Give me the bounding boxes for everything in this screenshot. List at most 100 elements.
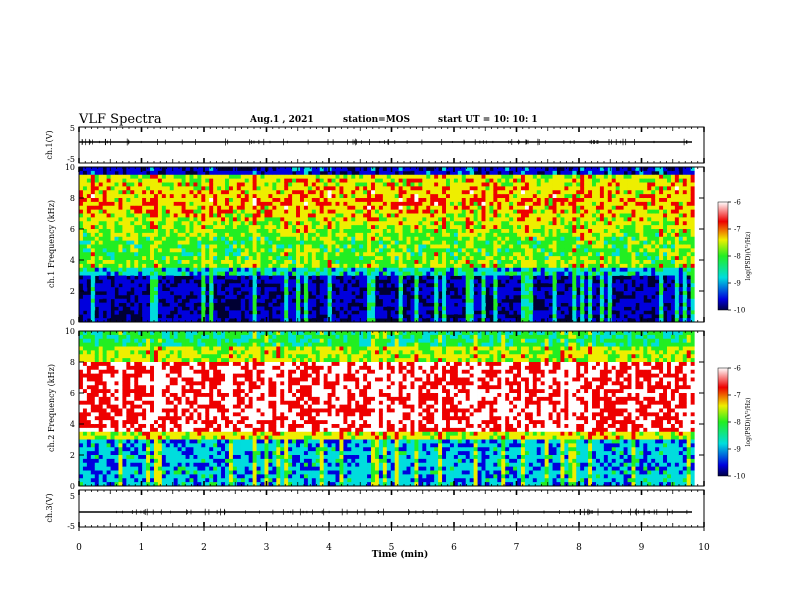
- spectrogram-cell: [442, 229, 447, 234]
- spectrogram-cell: [79, 190, 84, 195]
- spectrogram-cell: [520, 291, 526, 296]
- spectrogram-cell: [292, 267, 297, 273]
- spectrogram-cell: [327, 178, 332, 183]
- spectrogram-cell: [438, 198, 443, 203]
- spectrogram-cell: [485, 232, 490, 238]
- spectrogram-cell: [79, 178, 84, 183]
- spectrogram-cell: [394, 174, 400, 180]
- spectrogram-cell: [584, 229, 589, 234]
- spectrogram-cell: [382, 236, 388, 242]
- spectrogram-cell: [438, 205, 443, 211]
- spectrogram-cell: [501, 182, 506, 187]
- spectrogram-cell: [264, 178, 269, 183]
- spectrogram-cell: [303, 263, 309, 269]
- spectrogram-cell: [457, 167, 463, 172]
- spectrogram-cell: [260, 217, 265, 222]
- spectrogram-cell: [323, 306, 329, 311]
- spectrogram-cell: [410, 283, 415, 288]
- spectrogram-cell: [359, 205, 364, 211]
- spectrogram-cell: [276, 201, 281, 207]
- spectrogram-cell: [371, 198, 376, 203]
- spectrogram-cell: [501, 318, 506, 323]
- spectrogram-cell: [564, 167, 569, 172]
- spectrogram-cell: [264, 182, 269, 187]
- spectrogram-cell: [524, 314, 530, 319]
- spectrogram-cell: [292, 209, 297, 214]
- spectrogram-cell: [595, 283, 601, 288]
- spectrogram-cell: [426, 279, 431, 284]
- spectrogram-cell: [374, 267, 380, 273]
- spectrogram-cell: [323, 205, 329, 211]
- spectrogram-cell: [540, 229, 546, 234]
- spectrogram-cell: [185, 291, 190, 296]
- spectrogram-cell: [327, 294, 332, 300]
- spectrogram-cell: [544, 198, 550, 203]
- spectrogram-cell: [181, 240, 186, 245]
- spectrogram-cell: [209, 314, 214, 319]
- spectrogram-cell: [595, 167, 601, 172]
- spectrogram-cell: [438, 263, 443, 269]
- spectrogram-cell: [165, 225, 171, 230]
- spectrogram-cell: [134, 174, 139, 180]
- spectrogram-cell: [517, 170, 522, 176]
- spectrogram-cell: [374, 256, 380, 261]
- spectrogram-cell: [146, 201, 151, 207]
- spectrogram-cell: [256, 252, 261, 257]
- spectrogram-cell: [430, 213, 435, 218]
- spectrogram-cell: [374, 252, 380, 257]
- spectrogram-cell: [564, 279, 569, 284]
- spectrogram-cell: [378, 174, 384, 180]
- spectrogram-cell: [513, 178, 518, 183]
- spectrogram-cell: [264, 256, 269, 261]
- spectrogram-cell: [394, 186, 400, 191]
- spectrogram-cell: [426, 248, 431, 253]
- spectrogram-cell: [284, 232, 289, 238]
- spectrogram-cell: [307, 186, 313, 191]
- spectrogram-cell: [248, 198, 254, 203]
- spectrogram-cell: [611, 205, 617, 211]
- spectrogram-cell: [161, 236, 167, 242]
- spectrogram-cell: [209, 260, 214, 265]
- spectrogram-cell: [398, 260, 403, 265]
- spectrogram-cell: [513, 306, 518, 311]
- spectrogram-cell: [394, 221, 400, 226]
- spectrogram-cell: [311, 267, 317, 273]
- spectrogram-cell: [118, 217, 123, 222]
- spectrogram-cell: [469, 232, 475, 238]
- spectrogram-cell: [446, 271, 451, 276]
- spectrogram-cell: [130, 310, 135, 315]
- spectrogram-cell: [106, 256, 111, 261]
- spectrogram-cell: [572, 318, 577, 323]
- spectrogram-cell: [90, 291, 96, 296]
- spectrogram-cell: [517, 209, 522, 214]
- spectrogram-cell: [371, 302, 376, 307]
- spectrogram-cell: [94, 174, 100, 180]
- spectrogram-cell: [595, 306, 601, 311]
- spectrogram-cell: [390, 221, 396, 226]
- spectrogram-cell: [580, 213, 585, 218]
- spectrogram-cell: [260, 229, 265, 234]
- spectrogram-cell: [442, 310, 447, 315]
- spectrogram-cell: [311, 225, 317, 230]
- spectrogram-cell: [79, 229, 84, 234]
- spectrogram-cell: [426, 314, 431, 319]
- spectrogram-cell: [134, 314, 139, 319]
- spectrogram-cell: [248, 256, 254, 261]
- spectrogram-cell: [355, 182, 360, 187]
- spectrogram-cell: [603, 244, 609, 249]
- spectrogram-cell: [276, 256, 281, 261]
- spectrogram-cell: [568, 275, 573, 280]
- spectrogram-cell: [489, 194, 494, 199]
- spectrogram-cell: [493, 291, 498, 296]
- spectrogram-cell: [307, 283, 313, 288]
- spectrogram-cell: [351, 167, 356, 172]
- spectrogram-cell: [339, 217, 344, 222]
- spectrogram-cell: [292, 263, 297, 269]
- spectrogram-cell: [228, 291, 234, 296]
- spectrogram-cell: [374, 209, 380, 214]
- spectrogram-cell: [394, 275, 400, 280]
- spectrogram-cell: [173, 271, 179, 276]
- spectrogram-cell: [469, 267, 475, 273]
- spectrogram-cell: [256, 240, 261, 245]
- spectrogram-cell: [607, 221, 613, 226]
